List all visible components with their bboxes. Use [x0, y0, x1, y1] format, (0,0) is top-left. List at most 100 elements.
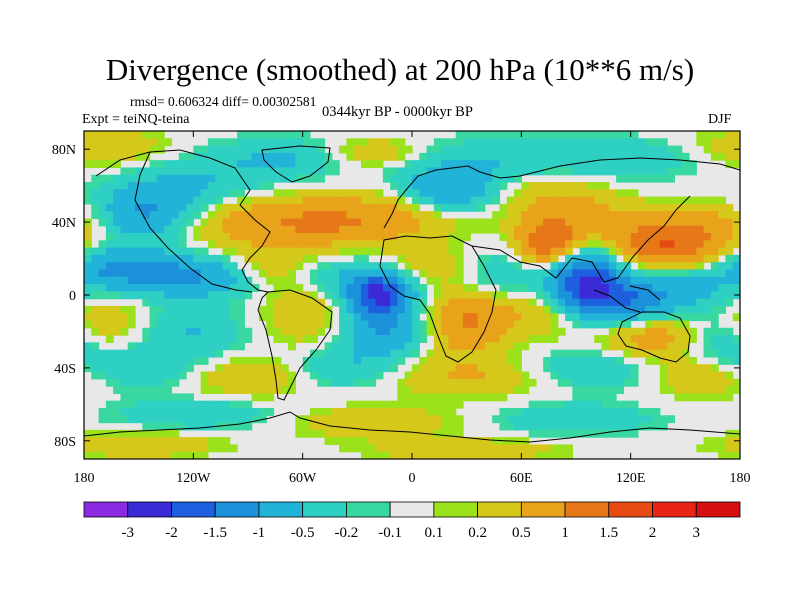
field-cell — [441, 378, 450, 387]
field-cell — [266, 313, 275, 322]
field-cell — [710, 247, 719, 256]
field-cell — [295, 233, 304, 241]
field-cell — [623, 327, 632, 336]
field-cell — [637, 218, 646, 227]
field-cell — [156, 386, 165, 394]
field-cell — [215, 364, 224, 373]
field-cell — [572, 378, 581, 387]
field-cell — [419, 225, 428, 234]
field-cell — [463, 160, 471, 169]
field-cell — [390, 364, 399, 373]
field-cell — [433, 138, 442, 147]
field-cell — [120, 407, 129, 416]
field-cell — [164, 160, 173, 169]
field-cell — [222, 305, 231, 314]
field-cell — [258, 167, 267, 176]
field-cell — [535, 327, 544, 336]
field-cell — [419, 269, 428, 278]
field-cell — [215, 291, 224, 300]
field-cell — [550, 451, 559, 459]
field-cell — [718, 444, 727, 453]
field-cell — [84, 313, 92, 322]
field-cell — [659, 203, 668, 212]
field-cell — [178, 262, 187, 271]
field-cell — [215, 167, 224, 176]
field-cell — [288, 225, 296, 234]
field-cell — [266, 305, 275, 314]
field-cell — [309, 415, 318, 424]
field-cell — [105, 415, 114, 424]
field-cell — [637, 211, 646, 220]
field-cell — [193, 444, 202, 453]
field-cell — [630, 189, 639, 198]
field-cell — [565, 305, 573, 314]
field-cell — [710, 138, 719, 147]
field-cell — [113, 262, 122, 271]
field-cell — [645, 138, 654, 147]
field-cell — [186, 305, 194, 314]
field-cell — [375, 371, 384, 380]
field-cell — [543, 291, 552, 300]
field-cell — [280, 335, 289, 343]
field-cell — [667, 225, 675, 234]
field-cell — [339, 437, 347, 446]
field-cell — [280, 211, 289, 220]
coast-south-america — [257, 289, 333, 401]
field-cell — [280, 138, 289, 147]
field-cell — [273, 356, 282, 365]
field-cell — [506, 298, 515, 307]
field-cell — [550, 335, 559, 343]
field-cell — [127, 203, 136, 212]
field-cell — [433, 349, 442, 358]
field-cell — [346, 247, 355, 256]
field-cell — [353, 371, 362, 380]
field-cell — [470, 225, 479, 234]
field-cell — [601, 211, 610, 220]
field-cell — [506, 233, 515, 241]
field-cell — [521, 371, 530, 380]
field-cell — [331, 262, 340, 271]
field-cell — [156, 393, 165, 402]
field-cell — [120, 254, 129, 263]
field-cell — [84, 254, 92, 263]
field-cell — [171, 203, 180, 212]
field-cell — [732, 444, 740, 453]
field-cell — [484, 393, 493, 402]
field-cell — [550, 364, 559, 373]
field-cell — [273, 152, 282, 161]
field-cell — [492, 378, 501, 387]
field-cell — [426, 349, 435, 358]
field-cell — [390, 422, 399, 431]
field-cell — [703, 298, 712, 307]
field-cell — [484, 167, 493, 176]
field-cell — [448, 160, 457, 169]
field-cell — [288, 276, 296, 285]
field-cell — [390, 291, 399, 300]
field-cell — [229, 225, 238, 234]
field-cell — [441, 284, 450, 292]
field-cell — [448, 262, 457, 271]
field-cell — [492, 276, 501, 285]
field-cell — [710, 269, 719, 278]
field-cell — [251, 378, 260, 387]
field-cell — [463, 327, 471, 336]
field-cell — [630, 415, 639, 424]
field-cell — [156, 437, 165, 446]
field-cell — [659, 254, 668, 263]
field-cell — [397, 437, 406, 446]
field-cell — [659, 138, 668, 147]
field-cell — [339, 407, 347, 416]
field-cell — [84, 233, 92, 241]
field-cell — [732, 313, 740, 322]
field-cell — [579, 298, 588, 307]
field-cell — [127, 262, 136, 271]
field-cell — [171, 160, 180, 169]
field-cell — [688, 203, 697, 212]
field-cell — [142, 233, 151, 241]
field-cell — [288, 254, 296, 263]
field-cell — [127, 407, 136, 416]
field-cell — [207, 152, 216, 161]
field-cell — [528, 305, 537, 314]
field-cell — [637, 160, 646, 169]
field-cell — [156, 371, 165, 380]
